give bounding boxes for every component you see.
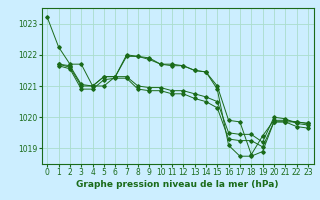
X-axis label: Graphe pression niveau de la mer (hPa): Graphe pression niveau de la mer (hPa) bbox=[76, 180, 279, 189]
